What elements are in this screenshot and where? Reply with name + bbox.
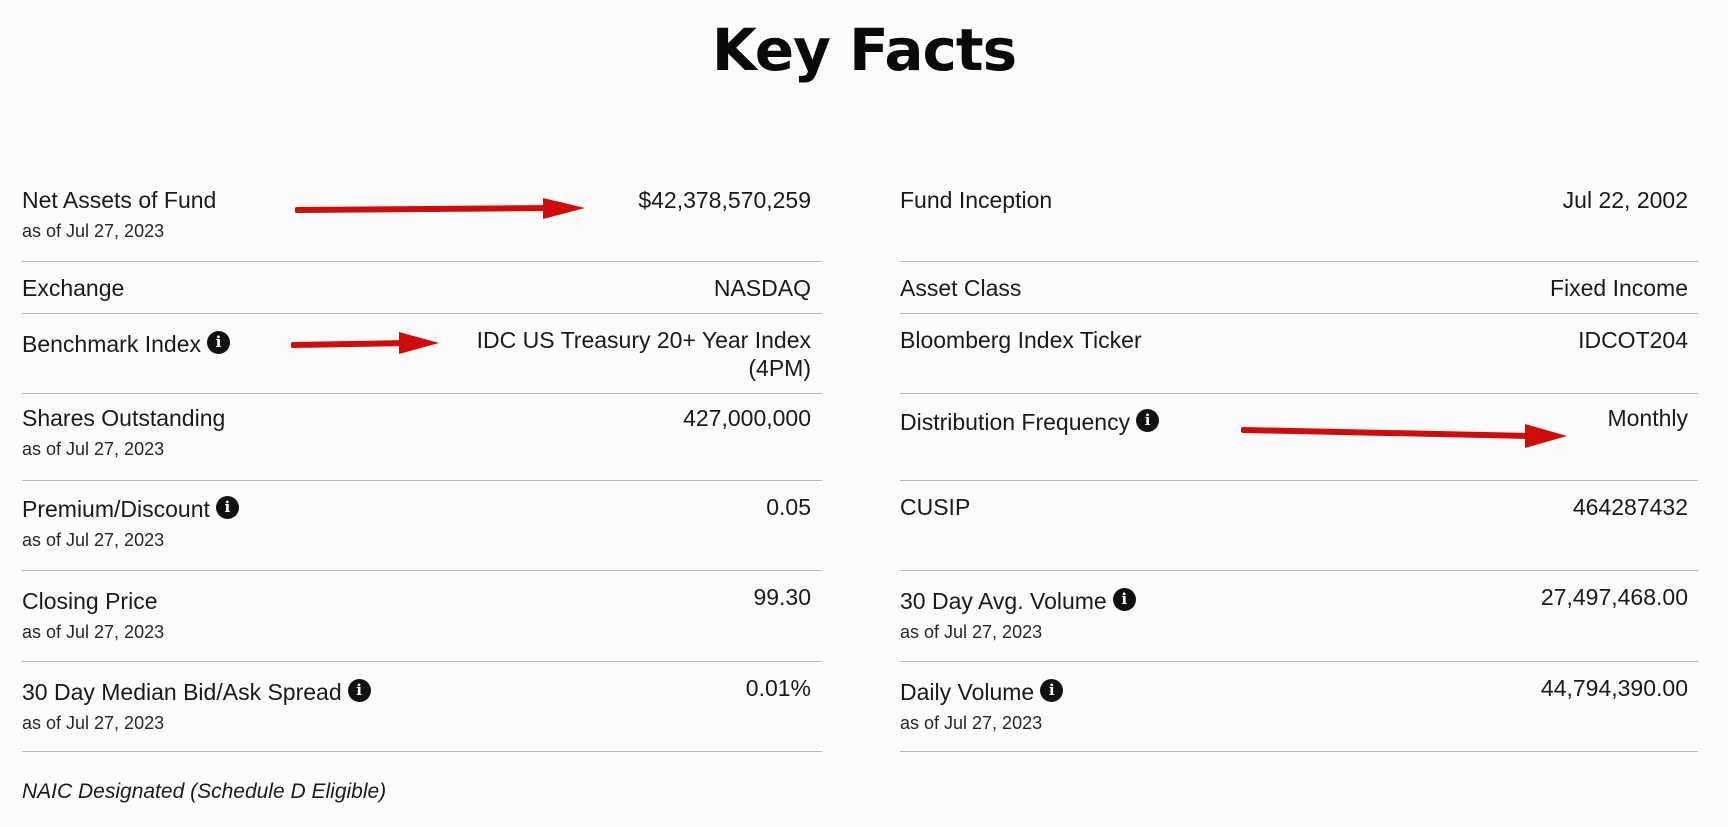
fact-as-of-date: as of Jul 27, 2023 — [22, 221, 165, 241]
fact-row-cusip: CUSIP 464287432 — [900, 481, 1698, 571]
fact-value: 427,000,000 — [683, 405, 811, 431]
fact-label: Exchange — [22, 275, 125, 301]
fact-as-of-date: as of Jul 27, 2023 — [22, 713, 165, 733]
key-facts-left-column: Net Assets of Fund as of Jul 27, 2023 $4… — [22, 170, 822, 752]
fact-value: 0.05 — [766, 494, 811, 520]
fact-as-of-date: as of Jul 27, 2023 — [22, 439, 165, 459]
fact-label: Benchmark Index i — [22, 330, 230, 358]
fact-as-of-date: as of Jul 27, 2023 — [22, 622, 165, 642]
fact-row-exchange: Exchange NASDAQ — [22, 262, 822, 314]
info-icon[interactable]: i — [1112, 587, 1136, 611]
fact-row-30-day-avg-volume: 30 Day Avg. Volume i as of Jul 27, 2023 2… — [900, 571, 1698, 662]
info-icon[interactable]: i — [1136, 408, 1160, 432]
fact-label: Bloomberg Index Ticker — [900, 327, 1142, 353]
fact-label: 30 Day Median Bid/Ask Spread i — [22, 678, 371, 706]
fact-row-asset-class: Asset Class Fixed Income — [900, 262, 1698, 314]
fact-value: Monthly — [1607, 405, 1688, 431]
fact-label: Distribution Frequency i — [900, 408, 1160, 436]
fact-row-bid-ask-spread: 30 Day Median Bid/Ask Spread i as of Jul … — [22, 662, 822, 752]
fact-label: Daily Volume i — [900, 678, 1064, 706]
fact-value: 464287432 — [1572, 494, 1688, 520]
fact-row-fund-inception: Fund Inception Jul 22, 2002 — [900, 170, 1698, 262]
fact-value: IDC US Treasury 20+ Year Index (4PM) — [476, 327, 811, 381]
info-icon[interactable]: i — [206, 330, 230, 354]
fact-value: $42,378,570,259 — [638, 187, 811, 213]
fact-row-net-assets: Net Assets of Fund as of Jul 27, 2023 $4… — [22, 170, 822, 262]
fact-row-premium-discount: Premium/Discount i as of Jul 27, 2023 0.0… — [22, 481, 822, 571]
fact-as-of-date: as of Jul 27, 2023 — [22, 530, 165, 550]
fact-as-of-date: as of Jul 27, 2023 — [900, 713, 1043, 733]
fact-row-distribution-frequency: Distribution Frequency i Monthly — [900, 394, 1698, 481]
fact-value: IDCOT204 — [1578, 327, 1688, 353]
info-icon[interactable]: i — [215, 495, 239, 519]
info-icon[interactable]: i — [347, 678, 371, 702]
fact-row-bloomberg-ticker: Bloomberg Index Ticker IDCOT204 — [900, 314, 1698, 394]
fact-value: 44,794,390.00 — [1540, 675, 1688, 701]
fact-value: 0.01% — [745, 675, 811, 701]
fact-label: Fund Inception — [900, 187, 1053, 213]
fact-row-daily-volume: Daily Volume i as of Jul 27, 2023 44,794,… — [900, 662, 1698, 752]
fact-label: Asset Class — [900, 275, 1022, 301]
fact-value: 99.30 — [753, 584, 811, 610]
page-title: Key Facts — [711, 16, 1017, 84]
fact-label: CUSIP — [900, 494, 971, 520]
naic-designation-note: NAIC Designated (Schedule D Eligible) — [22, 780, 387, 803]
info-icon[interactable]: i — [1040, 678, 1064, 702]
fact-value: Jul 22, 2002 — [1562, 187, 1688, 213]
fact-row-closing-price: Closing Price as of Jul 27, 2023 99.30 — [22, 571, 822, 662]
fact-label: Closing Price — [22, 588, 158, 614]
fact-value: 27,497,468.00 — [1540, 584, 1688, 610]
fact-label: Net Assets of Fund — [22, 187, 217, 213]
fact-row-shares-outstanding: Shares Outstanding as of Jul 27, 2023 42… — [22, 394, 822, 481]
key-facts-right-column: Fund Inception Jul 22, 2002 Asset Class … — [900, 170, 1698, 752]
fact-label: 30 Day Avg. Volume i — [900, 587, 1136, 615]
fact-value: Fixed Income — [1549, 275, 1688, 301]
fact-label: Premium/Discount i — [22, 495, 239, 523]
fact-row-benchmark-index: Benchmark Index i IDC US Treasury 20+ Yea… — [22, 314, 822, 394]
fact-as-of-date: as of Jul 27, 2023 — [900, 622, 1043, 642]
fact-value: NASDAQ — [713, 275, 811, 301]
fact-label: Shares Outstanding — [22, 405, 226, 431]
